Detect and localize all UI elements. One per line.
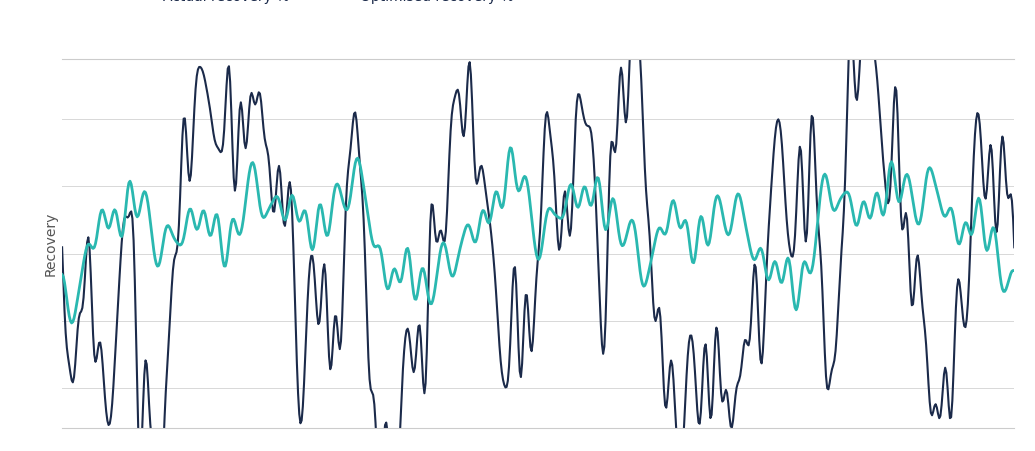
Actual recovery % [56,244,68,250]
Actual recovery % [878,172,890,177]
Optimised recovery % [664,203,677,208]
Actual recovery % [780,217,793,222]
Line: Actual recovery %: Actual recovery % [62,10,1014,451]
Optimised recovery % [56,272,68,277]
Actual recovery % [1008,244,1021,250]
Actual recovery % [610,141,622,147]
Legend: Actual recovery %, Optimised recovery %: Actual recovery %, Optimised recovery % [108,0,520,9]
Optimised recovery % [116,234,128,239]
Optimised recovery % [637,281,649,287]
Optimised recovery % [504,145,516,151]
Optimised recovery % [878,210,890,215]
Actual recovery % [627,7,640,13]
Optimised recovery % [65,320,78,326]
Line: Optimised recovery %: Optimised recovery % [62,148,1014,323]
Actual recovery % [114,258,126,263]
Actual recovery % [637,107,649,112]
Optimised recovery % [612,220,624,225]
Y-axis label: Recovery: Recovery [45,212,58,276]
Optimised recovery % [780,258,793,263]
Actual recovery % [664,358,677,363]
Optimised recovery % [1008,268,1021,273]
